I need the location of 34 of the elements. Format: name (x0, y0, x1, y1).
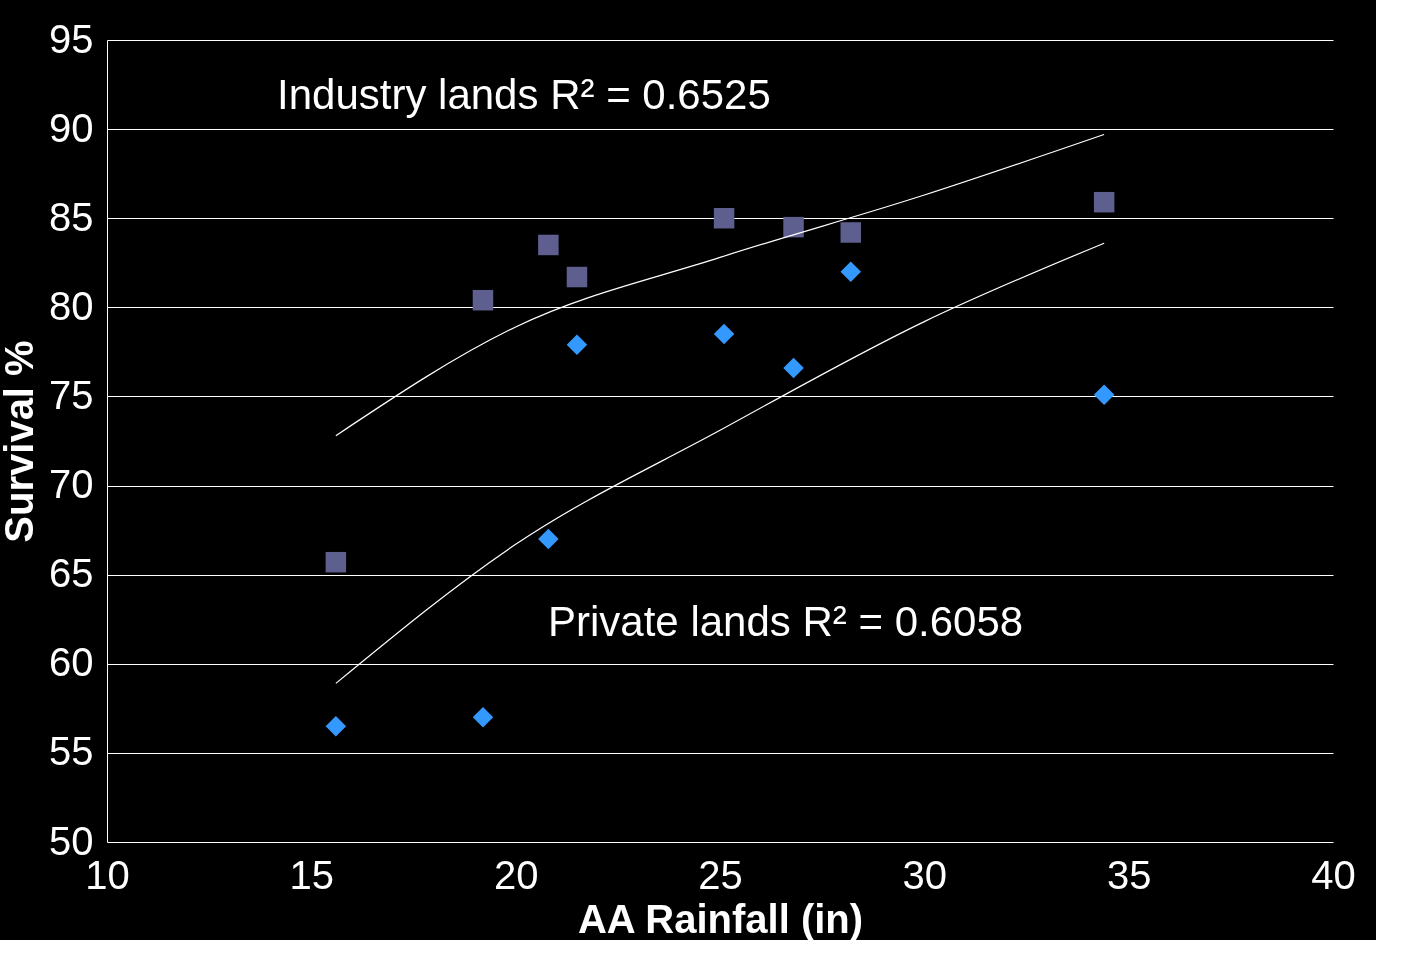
point (472, 707, 494, 728)
x-tick-label: 30 (902, 852, 948, 897)
point (713, 323, 735, 345)
y-tick-label: 90 (49, 105, 94, 150)
y-tick-label: 70 (49, 462, 94, 507)
x-tick-label: 20 (493, 852, 539, 897)
y-tick-label: 65 (49, 551, 94, 596)
point (566, 334, 588, 356)
y-tick-label: 85 (49, 194, 94, 239)
point (840, 261, 862, 282)
y-tick-label: 60 (49, 640, 94, 685)
point (783, 357, 804, 379)
point (538, 234, 559, 256)
annotation: Industry lands R² = 0.6525 (277, 71, 771, 118)
x-tick-label: 40 (1311, 852, 1356, 897)
y-axis-title: Survival % (0, 340, 42, 543)
point (1093, 191, 1115, 213)
point (840, 222, 862, 243)
point (566, 266, 588, 288)
point (1093, 384, 1115, 405)
y-tick-label: 55 (49, 729, 94, 774)
x-tick-label: 35 (1106, 852, 1152, 897)
y-tick-label: 75 (49, 372, 94, 417)
x-tick-label: 25 (698, 852, 743, 897)
y-tick-label: 80 (49, 283, 94, 328)
x-tick-label: 15 (289, 852, 335, 897)
point (472, 289, 494, 311)
point (325, 551, 347, 573)
point (538, 528, 559, 550)
point (325, 715, 347, 737)
annotation: Private lands R² = 0.6058 (548, 598, 1024, 645)
point (783, 216, 804, 238)
point (713, 207, 735, 229)
y-tick-label: 95 (49, 16, 94, 61)
